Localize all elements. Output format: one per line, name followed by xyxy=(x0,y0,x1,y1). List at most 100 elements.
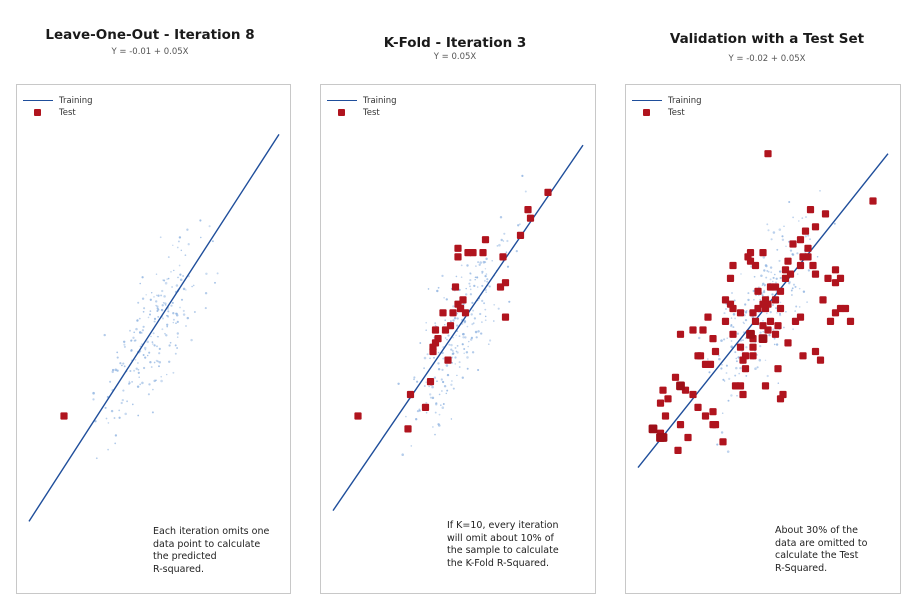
training-point xyxy=(136,319,139,322)
training-point xyxy=(166,278,169,280)
training-point xyxy=(483,302,486,305)
test-point xyxy=(516,231,525,239)
legend-label-training: Training xyxy=(59,96,93,106)
training-point xyxy=(744,311,748,314)
regression-line xyxy=(28,133,280,522)
training-point xyxy=(158,365,160,368)
training-point xyxy=(111,368,115,372)
training-point xyxy=(778,228,782,231)
test-point xyxy=(739,390,747,399)
test-point xyxy=(771,330,780,338)
training-point xyxy=(116,356,119,359)
training-point xyxy=(508,300,511,303)
test-points xyxy=(60,412,68,420)
test-point xyxy=(801,227,810,235)
training-point xyxy=(725,364,728,367)
training-point xyxy=(149,310,152,312)
training-point xyxy=(136,385,140,388)
training-point xyxy=(139,350,142,352)
test-point xyxy=(776,304,785,313)
test-point xyxy=(754,287,762,295)
training-point xyxy=(486,278,489,281)
training-point xyxy=(767,229,770,232)
training-point xyxy=(95,457,98,460)
annotation-test-set: About 30% of the data are omitted to cal… xyxy=(775,525,868,574)
training-point xyxy=(697,336,701,340)
test-point xyxy=(776,395,785,403)
test-point xyxy=(479,249,487,257)
training-point xyxy=(470,273,472,275)
training-point xyxy=(164,302,167,305)
test-point xyxy=(751,317,760,325)
training-point xyxy=(156,345,158,348)
training-point xyxy=(776,312,778,314)
training-point xyxy=(766,270,769,272)
training-point xyxy=(153,361,156,364)
test-point xyxy=(804,244,812,252)
training-point xyxy=(750,265,753,268)
training-point xyxy=(485,291,487,293)
training-point xyxy=(142,310,145,313)
test-point xyxy=(796,236,805,244)
training-point xyxy=(450,418,453,420)
training-point xyxy=(158,352,161,355)
test-point xyxy=(749,343,757,351)
training-point xyxy=(139,282,141,285)
training-point xyxy=(132,336,135,339)
training-point xyxy=(153,320,156,323)
training-point xyxy=(456,317,459,320)
test-point xyxy=(684,433,692,442)
training-point xyxy=(450,348,453,351)
training-point xyxy=(122,340,126,344)
test-point xyxy=(658,433,668,442)
training-point xyxy=(737,356,740,359)
training-point xyxy=(176,332,179,335)
training-point xyxy=(200,236,202,239)
training-point xyxy=(434,403,438,406)
training-point xyxy=(425,411,428,414)
test-point xyxy=(831,279,840,287)
test-point xyxy=(709,421,717,429)
training-point xyxy=(456,374,458,377)
training-point xyxy=(466,325,469,328)
training-point xyxy=(427,288,430,290)
test-point xyxy=(831,266,840,274)
test-point xyxy=(819,296,827,304)
training-point xyxy=(519,223,521,225)
training-point xyxy=(778,270,782,273)
regression-line xyxy=(332,144,584,511)
test-point xyxy=(741,365,750,373)
training-point xyxy=(437,286,440,289)
training-point xyxy=(733,299,736,302)
test-point xyxy=(806,206,815,214)
training-point xyxy=(804,235,807,238)
test-point xyxy=(754,304,762,313)
training-point xyxy=(462,336,465,339)
test-point xyxy=(659,386,667,394)
training-point xyxy=(743,322,745,325)
training-point xyxy=(734,351,737,354)
test-point xyxy=(736,309,745,317)
training-point xyxy=(443,297,445,299)
training-point xyxy=(502,240,505,242)
test-point xyxy=(501,313,510,321)
training-point xyxy=(764,359,767,362)
training-point xyxy=(174,344,177,347)
training-point xyxy=(455,334,457,337)
training-point xyxy=(155,300,158,303)
training-point xyxy=(147,393,150,396)
test-point xyxy=(656,399,665,407)
training-point xyxy=(790,289,793,292)
test-point xyxy=(816,356,825,364)
training-point xyxy=(134,359,137,361)
training-point xyxy=(772,328,775,331)
training-point xyxy=(496,245,499,247)
training-point xyxy=(425,329,427,331)
training-point xyxy=(446,373,450,377)
training-point xyxy=(461,332,465,336)
test-point xyxy=(786,270,795,278)
test-point xyxy=(811,347,820,356)
test-point xyxy=(784,257,792,265)
training-point xyxy=(764,264,768,267)
training-point xyxy=(172,244,174,246)
